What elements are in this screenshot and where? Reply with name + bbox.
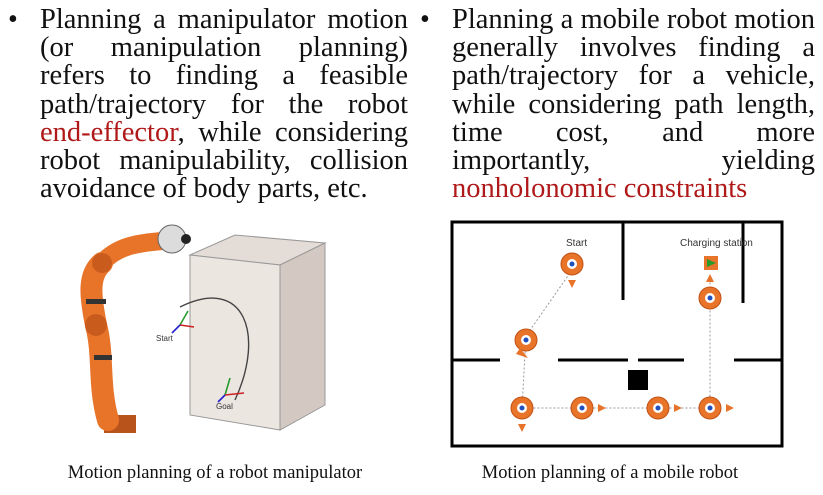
right-bullet-item: • Planning a mobile robot motion general… [420,4,815,205]
start-frame-icon [171,310,195,334]
bullet-marker: • [8,4,18,35]
charging-station-label: Charging station [680,238,753,249]
caption-mobile-robot: Motion planning of a mobile robot [481,463,739,483]
left-highlight: end-effector [40,116,178,148]
manipulator-illustration: Start Goal [80,224,327,433]
start-label: Start [156,334,174,343]
robot-cores [519,261,713,411]
manipulator-figure: Start Goal [60,215,380,450]
heading-arrows [516,274,734,432]
right-text-before: Planning a mobile robot motion generally… [452,4,815,177]
mobile-robot-map: Start Charging station [450,220,784,448]
goal-frame-icon [217,377,245,403]
obstacle [628,370,648,390]
mobile-robot-figure: Start Charging station [448,218,786,450]
left-bullet-item: • Planning a manipulator motion (or mani… [8,4,408,205]
goal-label: Goal [216,402,233,411]
robot-arm [80,224,191,433]
trajectory-path [179,297,250,401]
left-text-before: Planning a manipulator motion (or manipu… [40,4,408,120]
right-column: • Planning a mobile robot motion general… [420,4,815,205]
caption-manipulator: Motion planning of a robot manipulator [67,463,363,483]
left-text-after: , while considering robot manipulability… [40,116,408,205]
start-label: Start [566,238,587,249]
right-highlight: nonholonomic constraints [452,173,748,205]
left-column: • Planning a manipulator motion (or mani… [8,4,408,205]
box-front [189,254,281,431]
left-paragraph: Planning a manipulator motion (or manipu… [40,4,408,205]
right-paragraph: Planning a mobile robot motion generally… [452,4,815,205]
bullet-marker: • [420,4,430,35]
box-side [279,242,326,431]
map-walls [452,222,782,362]
map-border [450,220,784,448]
